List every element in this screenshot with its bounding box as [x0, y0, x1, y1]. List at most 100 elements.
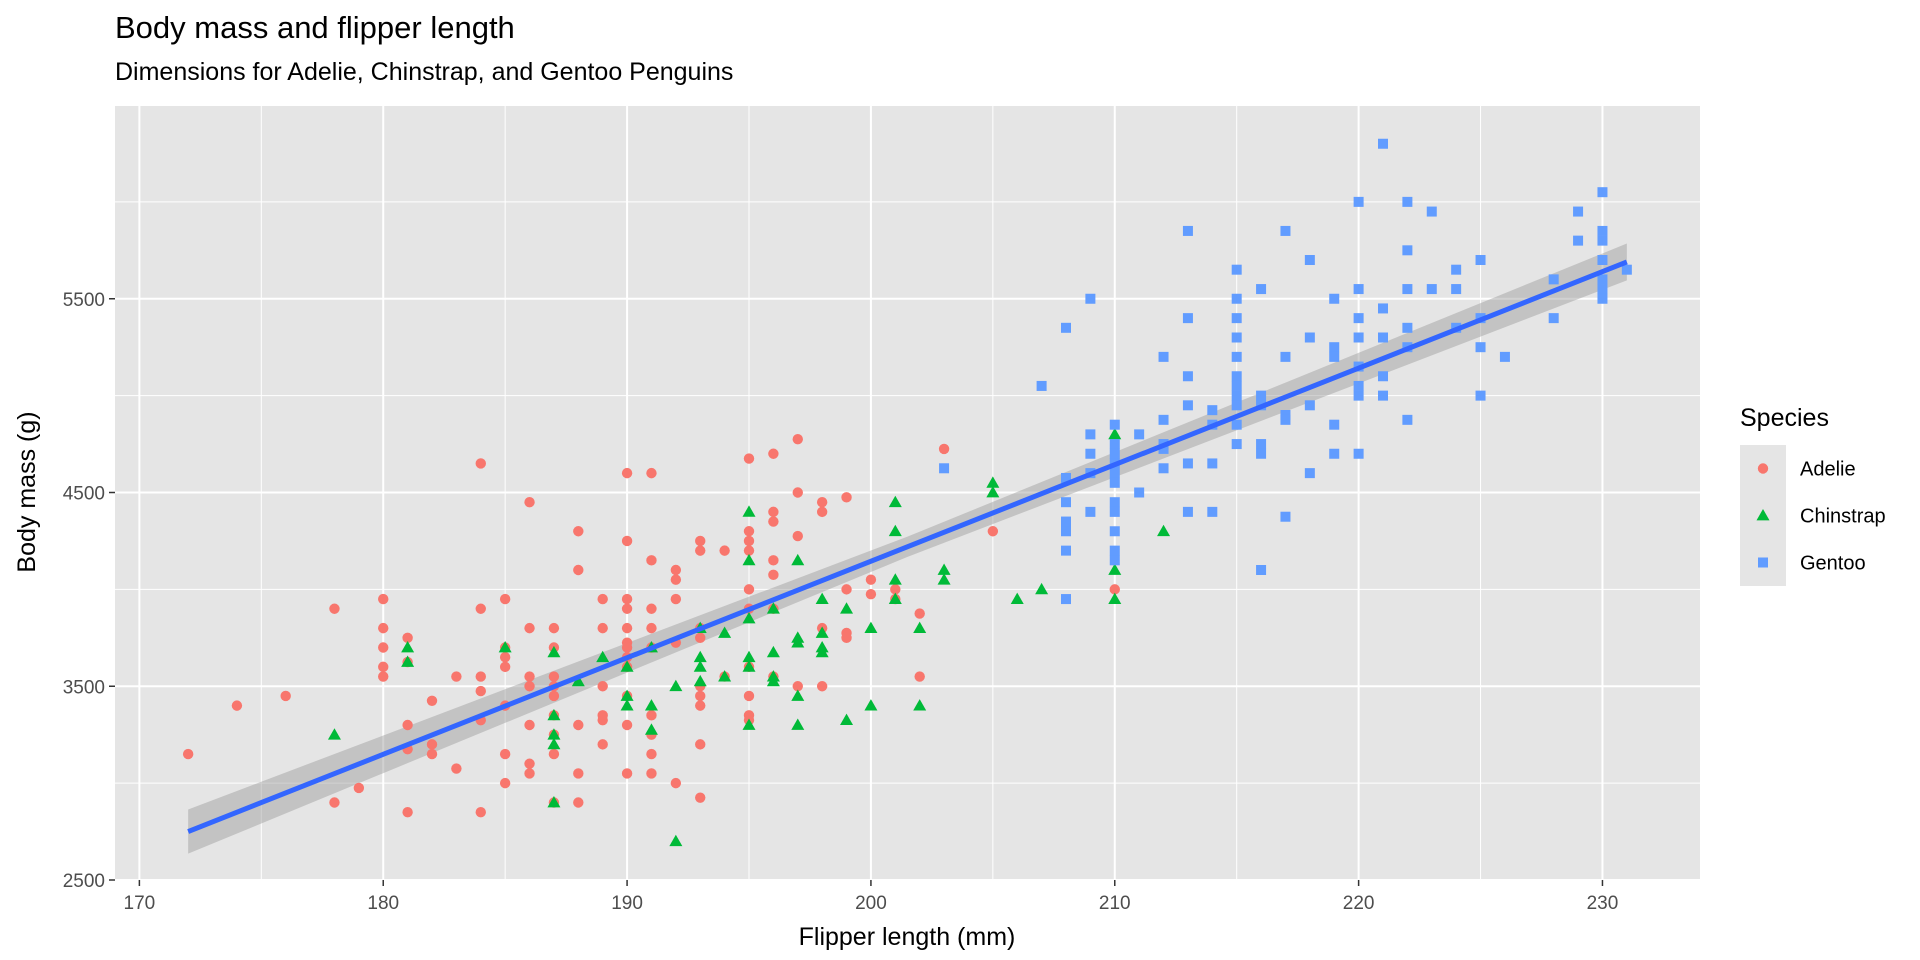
adelie-point [524, 768, 535, 779]
adelie-point [621, 719, 633, 731]
chinstrap-point [596, 650, 610, 663]
adelie-point [280, 690, 291, 702]
chinstrap-point [693, 650, 707, 663]
adelie-point [938, 443, 950, 455]
gentoo-point [1231, 371, 1242, 382]
x-tick-label: 200 [855, 893, 887, 914]
chinstrap-point [644, 723, 658, 735]
gentoo-point [1182, 313, 1193, 324]
chinstrap-point [986, 486, 1000, 498]
chinstrap-point [693, 674, 707, 687]
adelie-point [670, 564, 682, 576]
gentoo-point [1304, 332, 1315, 343]
gentoo-point [1353, 380, 1364, 391]
gentoo-point [1256, 439, 1267, 450]
chinstrap-point [742, 650, 756, 663]
legend-title: Species [1740, 404, 1829, 432]
gentoo-point [1329, 419, 1340, 430]
adelie-point [548, 690, 560, 702]
gentoo-point [1304, 400, 1315, 411]
adelie-point [426, 695, 438, 706]
gentoo-point [1329, 342, 1340, 353]
gentoo-point [1231, 439, 1242, 450]
adelie-point [353, 782, 365, 794]
chinstrap-point [888, 524, 902, 537]
chinstrap-point [742, 553, 756, 566]
adelie-point [646, 555, 657, 566]
adelie-point [670, 574, 682, 585]
gentoo-point [1158, 463, 1169, 474]
chinstrap-point [986, 476, 1000, 488]
gentoo-point [1109, 477, 1120, 488]
adelie-point [426, 748, 438, 760]
chinstrap-point [888, 495, 902, 508]
chart-title: Body mass and flipper length [115, 10, 515, 45]
gentoo-point [1085, 293, 1096, 304]
adelie-point [695, 535, 706, 547]
adelie-point [768, 448, 779, 459]
adelie-point [524, 681, 535, 692]
adelie-point [865, 574, 877, 585]
adelie-point [451, 671, 462, 682]
gentoo-point [1378, 303, 1388, 314]
adelie-point [841, 584, 852, 595]
chinstrap-point [937, 563, 951, 575]
x-tick-label: 220 [1343, 893, 1375, 914]
gentoo-point [939, 463, 950, 474]
gentoo-point [1573, 206, 1584, 217]
chinstrap-point [791, 636, 805, 648]
chinstrap-point [547, 708, 561, 721]
adelie-point [621, 642, 633, 653]
gentoo-point [1353, 313, 1364, 324]
chinstrap-point [1035, 582, 1049, 595]
adelie-point [1109, 584, 1120, 595]
gentoo-point [1451, 264, 1462, 275]
adelie-point [426, 739, 438, 750]
adelie-point [768, 516, 779, 527]
y-axis-title: Body mass (g) [13, 411, 41, 572]
gentoo-point [1109, 439, 1120, 450]
gentoo-point [1402, 322, 1413, 333]
adelie-point [548, 748, 560, 760]
gentoo-point [1061, 472, 1071, 483]
chinstrap-point [498, 641, 512, 653]
gentoo-point [1402, 414, 1413, 425]
gentoo-point [1378, 138, 1388, 149]
gentoo-point [1231, 380, 1242, 391]
chinstrap-point [718, 670, 732, 682]
adelie-point [695, 632, 706, 644]
gentoo-point [1426, 206, 1437, 217]
legend-symbol-chinstrap [1756, 509, 1770, 521]
gentoo-point [1573, 235, 1584, 246]
adelie-point [573, 526, 584, 537]
gentoo-point [1231, 419, 1242, 430]
chart-subtitle: Dimensions for Adelie, Chinstrap, and Ge… [115, 58, 734, 86]
gentoo-point [1182, 506, 1193, 517]
adelie-point [841, 632, 852, 644]
gentoo-point [1304, 255, 1315, 265]
adelie-point [451, 763, 462, 774]
gentoo-point [1280, 511, 1291, 522]
legend-symbol-adelie [1757, 463, 1769, 474]
gentoo-point [1061, 516, 1071, 527]
adelie-point [621, 535, 633, 547]
adelie-point [499, 651, 511, 663]
chinstrap-point [620, 660, 634, 672]
gentoo-point [1304, 468, 1315, 479]
y-tick-label: 5500 [63, 290, 105, 311]
gentoo-point [1109, 506, 1120, 517]
adelie-point [378, 593, 389, 605]
chinstrap-point [815, 645, 829, 658]
gentoo-point [1353, 196, 1364, 207]
y-tick-label: 2500 [63, 871, 105, 892]
adelie-point [597, 622, 608, 634]
gentoo-point [1378, 371, 1388, 382]
adelie-point [621, 593, 633, 605]
gentoo-point [1597, 293, 1608, 304]
chinstrap-point [547, 737, 561, 750]
adelie-point [329, 797, 340, 808]
chinstrap-point [766, 602, 780, 614]
adelie-point [695, 739, 706, 750]
adelie-point [987, 526, 999, 537]
